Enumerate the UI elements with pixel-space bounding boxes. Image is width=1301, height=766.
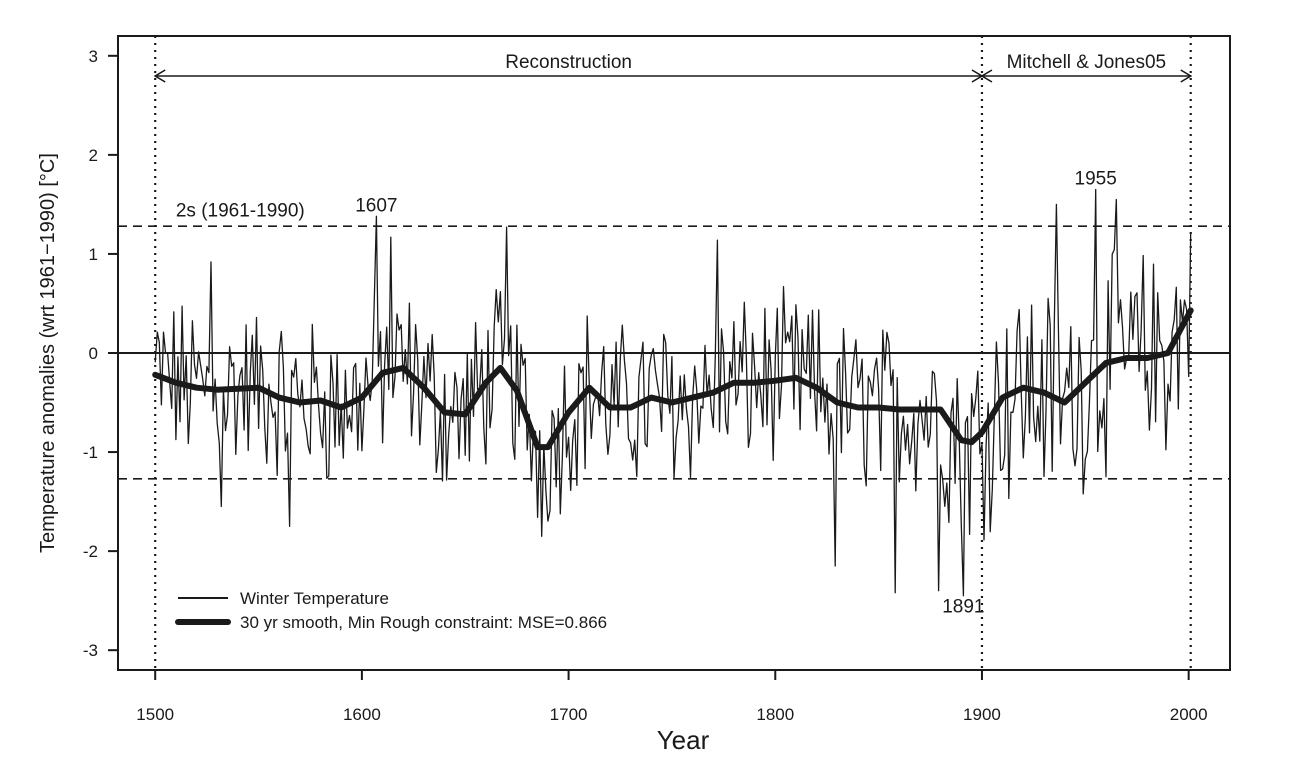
y-axis: 3 2 1 0 -1 -2 -3 xyxy=(83,47,118,660)
x-axis-title: Year xyxy=(657,725,710,755)
x-tick-label: 1500 xyxy=(136,705,174,724)
annotations: 2s (1961-1990) 1607 1955 1891 xyxy=(176,169,1117,618)
annotation-label: 1955 xyxy=(1075,169,1117,190)
y-tick-label: -2 xyxy=(83,542,98,561)
reference-lines xyxy=(118,36,1230,670)
annotation-label: 2s (1961-1990) xyxy=(176,200,305,221)
legend-label-30yr-smooth: 30 yr smooth, Min Rough constraint: MSE=… xyxy=(240,613,607,632)
x-axis: 1500 1600 1700 1800 1900 2000 xyxy=(136,670,1208,724)
y-axis-title: Temperature anomalies (wrt 1961−1990) [°… xyxy=(37,153,59,553)
annotation-label: 1891 xyxy=(942,597,984,618)
period-arrow-head-left xyxy=(153,69,166,83)
x-tick-label: 1900 xyxy=(963,705,1001,724)
period-label: Mitchell & Jones05 xyxy=(1007,52,1166,73)
y-tick-label: -1 xyxy=(83,443,98,462)
y-tick-label: 0 xyxy=(89,344,98,363)
period-label: Reconstruction xyxy=(505,52,632,73)
legend: Winter Temperature 30 yr smooth, Min Rou… xyxy=(175,589,607,632)
smooth-30yr-line xyxy=(152,307,1194,451)
annotation-label: 1607 xyxy=(355,195,397,216)
winter-temperature-line xyxy=(154,188,1192,597)
period-arrow-head-left xyxy=(980,69,993,83)
period-arrows: Reconstruction Mitchell & Jones05 xyxy=(153,52,1193,83)
x-tick-label: 1700 xyxy=(550,705,588,724)
y-tick-label: 2 xyxy=(89,146,98,165)
period-arrow-head-right xyxy=(1180,69,1193,83)
legend-label-winter-temperature: Winter Temperature xyxy=(240,589,389,608)
y-tick-label: 3 xyxy=(89,47,98,66)
series-layer xyxy=(152,188,1194,597)
y-tick-label: -3 xyxy=(83,641,98,660)
x-tick-label: 2000 xyxy=(1170,705,1208,724)
x-tick-label: 1600 xyxy=(343,705,381,724)
y-tick-label: 1 xyxy=(89,245,98,264)
x-tick-label: 1800 xyxy=(756,705,794,724)
